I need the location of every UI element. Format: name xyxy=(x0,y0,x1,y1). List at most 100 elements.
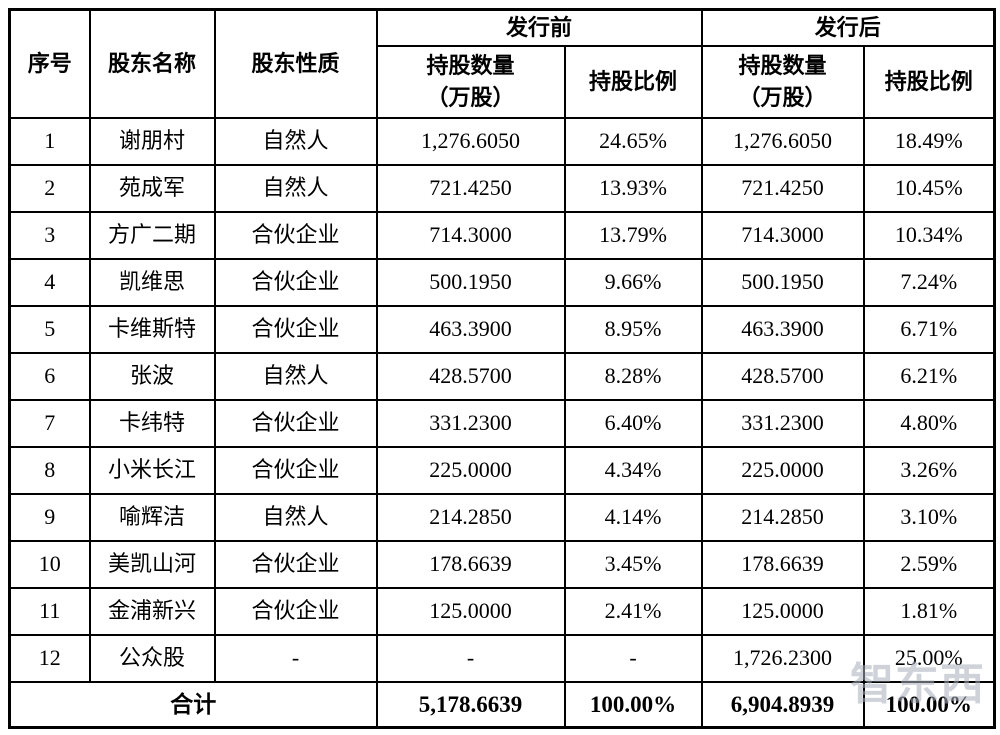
row-index-cell: 4 xyxy=(8,257,91,307)
table-row: 12 公众股 - - - 1,726.2300 25.00% xyxy=(8,633,996,683)
shareholder-name-cell: 公众股 xyxy=(88,633,216,683)
post-shares-cell: 463.3900 xyxy=(700,304,865,354)
post-shares-cell: 721.4250 xyxy=(700,163,865,213)
shareholder-nature-cell: 合伙企业 xyxy=(213,398,378,448)
shareholder-name-cell: 卡纬特 xyxy=(88,398,216,448)
pre-shares-cell: 500.1950 xyxy=(375,257,566,307)
post-ratio-cell: 25.00% xyxy=(862,633,996,683)
post-ratio-cell: 10.45% xyxy=(862,163,996,213)
shareholder-name-cell: 卡维斯特 xyxy=(88,304,216,354)
shareholder-name-cell: 方广二期 xyxy=(88,210,216,260)
post-ratio-cell: 1.81% xyxy=(862,586,996,636)
header-pre-shares-line1: 持股数量 xyxy=(426,52,515,78)
row-index-cell: 2 xyxy=(8,163,91,213)
table-row: 6 张波 自然人 428.5700 8.28% 428.5700 6.21% xyxy=(8,351,996,401)
table-row: 9 喻辉洁 自然人 214.2850 4.14% 214.2850 3.10% xyxy=(8,492,996,542)
pre-shares-cell: 721.4250 xyxy=(375,163,566,213)
shareholder-name-cell: 小米长江 xyxy=(88,445,216,495)
post-ratio-cell: 2.59% xyxy=(862,539,996,589)
row-index-cell: 10 xyxy=(8,539,91,589)
row-index-cell: 12 xyxy=(8,633,91,683)
row-index-cell: 9 xyxy=(8,492,91,542)
shareholder-nature-cell: 合伙企业 xyxy=(213,586,378,636)
shareholder-name-cell: 谢朋村 xyxy=(88,116,216,166)
total-post-ratio-cell: 100.00% xyxy=(862,680,996,729)
post-shares-cell: 214.2850 xyxy=(700,492,865,542)
table-row: 4 凯维思 合伙企业 500.1950 9.66% 500.1950 7.24% xyxy=(8,257,996,307)
table-row: 2 苑成军 自然人 721.4250 13.93% 721.4250 10.45… xyxy=(8,163,996,213)
total-row: 合计 5,178.6639 100.00% 6,904.8939 100.00% xyxy=(8,680,996,729)
header-pre-shares: 持股数量 （万股） xyxy=(375,44,566,119)
header-index: 序号 xyxy=(8,8,91,119)
post-shares-cell: 1,276.6050 xyxy=(700,116,865,166)
post-shares-cell: 125.0000 xyxy=(700,586,865,636)
pre-ratio-cell: 4.34% xyxy=(563,445,703,495)
pre-shares-cell: 331.2300 xyxy=(375,398,566,448)
pre-shares-cell: 178.6639 xyxy=(375,539,566,589)
row-index-cell: 1 xyxy=(8,116,91,166)
shareholder-name-cell: 张波 xyxy=(88,351,216,401)
pre-ratio-cell: 8.95% xyxy=(563,304,703,354)
post-ratio-cell: 18.49% xyxy=(862,116,996,166)
header-post-shares: 持股数量 （万股） xyxy=(700,44,865,119)
pre-shares-cell: 463.3900 xyxy=(375,304,566,354)
table-row: 3 方广二期 合伙企业 714.3000 13.79% 714.3000 10.… xyxy=(8,210,996,260)
table-row: 8 小米长江 合伙企业 225.0000 4.34% 225.0000 3.26… xyxy=(8,445,996,495)
shareholder-nature-cell: 自然人 xyxy=(213,116,378,166)
shareholder-nature-cell: 合伙企业 xyxy=(213,539,378,589)
total-post-shares-cell: 6,904.8939 xyxy=(700,680,865,729)
pre-shares-cell: 428.5700 xyxy=(375,351,566,401)
shareholder-nature-cell: 自然人 xyxy=(213,163,378,213)
pre-ratio-cell: 2.41% xyxy=(563,586,703,636)
row-index-cell: 3 xyxy=(8,210,91,260)
shareholder-nature-cell: 合伙企业 xyxy=(213,210,378,260)
header-sub-row: 持股数量 （万股） 持股比例 持股数量 （万股） 持股比例 xyxy=(10,44,996,119)
table-row: 5 卡维斯特 合伙企业 463.3900 8.95% 463.3900 6.71… xyxy=(8,304,996,354)
header-pre-ratio: 持股比例 xyxy=(563,44,703,119)
header-pre-shares-line2: （万股） xyxy=(426,84,515,110)
header-post-ratio: 持股比例 xyxy=(862,44,996,119)
header-pre-issuance: 发行前 xyxy=(375,8,703,47)
pre-ratio-cell: 13.93% xyxy=(563,163,703,213)
pre-ratio-cell: 9.66% xyxy=(563,257,703,307)
shareholder-nature-cell: - xyxy=(213,633,378,683)
header-shareholder-nature: 股东性质 xyxy=(213,8,378,119)
post-shares-cell: 714.3000 xyxy=(700,210,865,260)
header-post-shares-line2: （万股） xyxy=(738,84,827,110)
shareholder-name-cell: 金浦新兴 xyxy=(88,586,216,636)
post-shares-cell: 428.5700 xyxy=(700,351,865,401)
post-ratio-cell: 10.34% xyxy=(862,210,996,260)
post-ratio-cell: 6.71% xyxy=(862,304,996,354)
post-ratio-cell: 6.21% xyxy=(862,351,996,401)
pre-shares-cell: 1,276.6050 xyxy=(375,116,566,166)
shareholder-name-cell: 凯维思 xyxy=(88,257,216,307)
post-shares-cell: 225.0000 xyxy=(700,445,865,495)
pre-ratio-cell: 6.40% xyxy=(563,398,703,448)
post-ratio-cell: 3.10% xyxy=(862,492,996,542)
post-shares-cell: 178.6639 xyxy=(700,539,865,589)
shareholder-name-cell: 苑成军 xyxy=(88,163,216,213)
header-group-row: 序号 股东名称 股东性质 发行前 发行后 xyxy=(8,8,996,119)
row-index-cell: 8 xyxy=(8,445,91,495)
table-row: 7 卡纬特 合伙企业 331.2300 6.40% 331.2300 4.80% xyxy=(8,398,996,448)
total-label-cell: 合计 xyxy=(8,680,378,729)
total-pre-ratio-cell: 100.00% xyxy=(563,680,703,729)
table-row: 10 美凯山河 合伙企业 178.6639 3.45% 178.6639 2.5… xyxy=(8,539,996,589)
row-index-cell: 6 xyxy=(8,351,91,401)
shareholder-name-cell: 美凯山河 xyxy=(88,539,216,589)
pre-shares-cell: 125.0000 xyxy=(375,586,566,636)
shareholder-nature-cell: 合伙企业 xyxy=(213,304,378,354)
table-row: 11 金浦新兴 合伙企业 125.0000 2.41% 125.0000 1.8… xyxy=(8,586,996,636)
row-index-cell: 11 xyxy=(8,586,91,636)
row-index-cell: 7 xyxy=(8,398,91,448)
post-shares-cell: 331.2300 xyxy=(700,398,865,448)
shareholder-nature-cell: 合伙企业 xyxy=(213,257,378,307)
shareholder-name-cell: 喻辉洁 xyxy=(88,492,216,542)
header-shareholder-name: 股东名称 xyxy=(88,8,216,119)
post-ratio-cell: 4.80% xyxy=(862,398,996,448)
pre-ratio-cell: 24.65% xyxy=(563,116,703,166)
header-post-issuance: 发行后 xyxy=(700,8,996,47)
pre-shares-cell: 714.3000 xyxy=(375,210,566,260)
post-shares-cell: 500.1950 xyxy=(700,257,865,307)
